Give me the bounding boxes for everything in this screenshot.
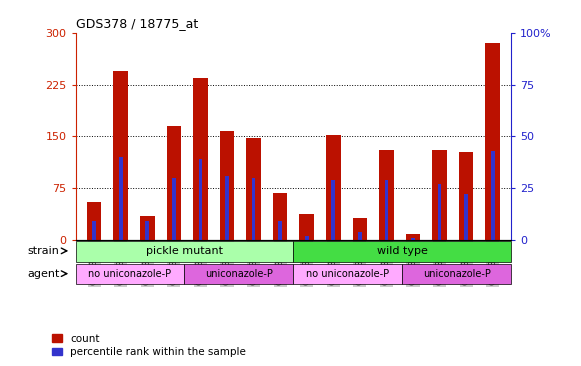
Bar — [199, 159, 202, 240]
Text: agent: agent — [28, 269, 60, 279]
Bar — [437, 184, 442, 240]
Bar — [246, 138, 261, 240]
Bar — [299, 214, 314, 240]
Text: uniconazole-P: uniconazole-P — [423, 269, 491, 279]
Bar — [305, 236, 309, 240]
Bar — [464, 194, 468, 240]
Bar — [293, 264, 402, 284]
Bar — [385, 180, 388, 240]
Text: uniconazole-P: uniconazole-P — [205, 269, 273, 279]
Bar — [119, 157, 123, 240]
Bar — [331, 180, 335, 240]
Bar — [358, 232, 361, 240]
Bar — [411, 238, 415, 240]
Bar — [432, 150, 447, 240]
Bar — [252, 178, 256, 240]
Legend: count, percentile rank within the sample: count, percentile rank within the sample — [52, 334, 246, 357]
Bar — [402, 264, 511, 284]
Text: GDS378 / 18775_at: GDS378 / 18775_at — [76, 17, 198, 30]
Bar — [92, 221, 96, 240]
Bar — [273, 193, 288, 240]
Bar — [278, 221, 282, 240]
Bar — [87, 202, 102, 240]
Text: pickle mutant: pickle mutant — [146, 246, 223, 256]
Text: strain: strain — [28, 246, 59, 256]
Bar — [172, 178, 175, 240]
Text: wild type: wild type — [377, 246, 428, 256]
Bar — [353, 218, 367, 240]
Text: no uniconazole-P: no uniconazole-P — [88, 269, 171, 279]
Bar — [459, 152, 474, 240]
Bar — [220, 131, 234, 240]
Bar — [76, 241, 293, 262]
Bar — [145, 221, 149, 240]
Bar — [225, 176, 229, 240]
Bar — [113, 71, 128, 240]
Bar — [167, 126, 181, 240]
Bar — [293, 241, 511, 262]
Bar — [379, 150, 394, 240]
Bar — [485, 43, 500, 240]
Bar — [326, 135, 340, 240]
Bar — [406, 234, 420, 240]
Text: no uniconazole-P: no uniconazole-P — [306, 269, 389, 279]
Bar — [185, 264, 293, 284]
Bar — [140, 216, 155, 240]
Bar — [193, 78, 208, 240]
Bar — [491, 151, 494, 240]
Bar — [76, 264, 185, 284]
